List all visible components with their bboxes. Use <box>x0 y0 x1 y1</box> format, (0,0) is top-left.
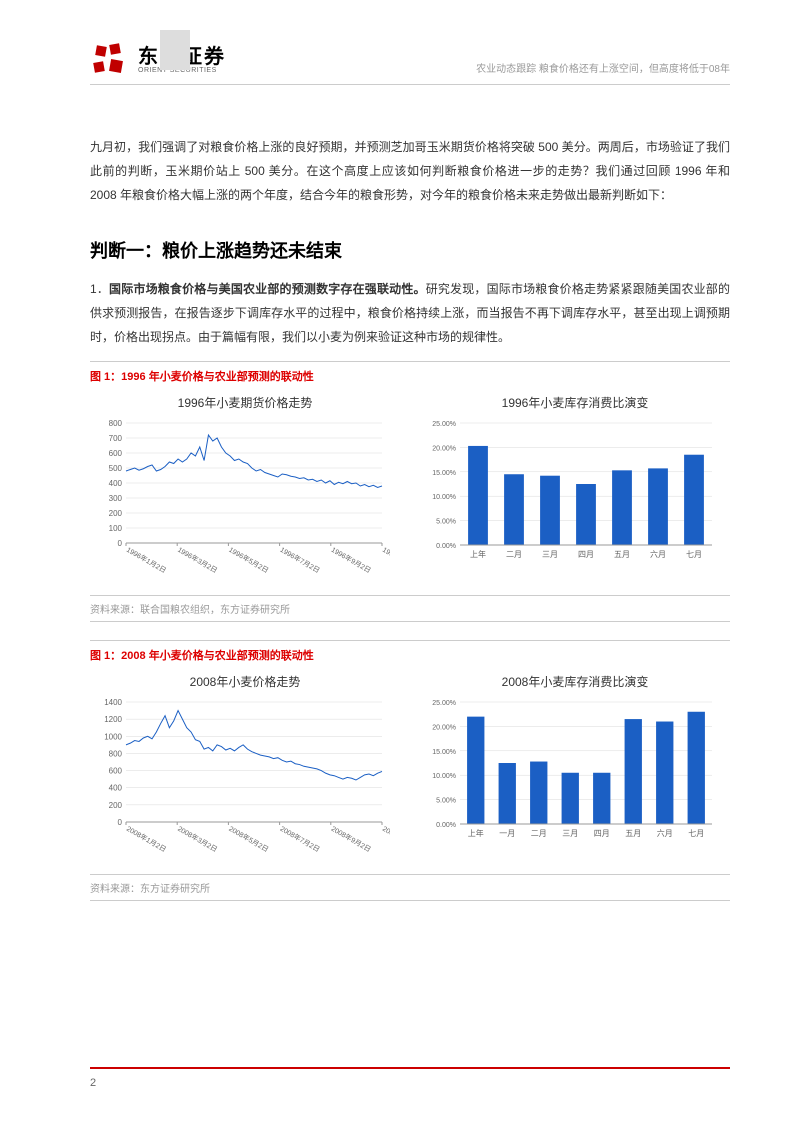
svg-text:300: 300 <box>109 494 123 503</box>
svg-text:25.00%: 25.00% <box>432 700 456 707</box>
svg-text:2008年5月2日: 2008年5月2日 <box>227 824 270 854</box>
svg-text:六月: 六月 <box>650 549 666 559</box>
decorative-strip <box>160 30 190 70</box>
svg-text:三月: 三月 <box>562 829 578 838</box>
point-bold: 国际市场粮食价格与美国农业部的预测数字存在强联动性。 <box>109 282 426 296</box>
page-number: 2 <box>90 1077 96 1089</box>
svg-text:5.00%: 5.00% <box>436 519 456 526</box>
figure-1: 图 1：1996 年小麦价格与农业部预测的联动性 1996年小麦期货价格走势 0… <box>90 361 730 587</box>
svg-text:10.00%: 10.00% <box>432 773 456 780</box>
svg-text:0.00%: 0.00% <box>436 822 456 829</box>
svg-text:25.00%: 25.00% <box>432 421 456 428</box>
logo-block: 东方证券 ORIENT SECURITIES <box>90 40 226 80</box>
svg-text:15.00%: 15.00% <box>432 749 456 756</box>
fig1-bar-title: 1996年小麦库存消费比演变 <box>420 394 730 411</box>
svg-text:200: 200 <box>109 509 123 518</box>
figure-1-title: 图 1：1996 年小麦价格与农业部预测的联动性 <box>90 361 730 384</box>
point-num: 1． <box>90 282 109 296</box>
svg-text:2008年1月2日: 2008年1月2日 <box>125 824 168 854</box>
svg-text:2008年7月2日: 2008年7月2日 <box>279 824 322 854</box>
svg-text:500: 500 <box>109 464 123 473</box>
svg-text:0.00%: 0.00% <box>436 543 456 550</box>
svg-text:200: 200 <box>109 801 123 810</box>
svg-text:700: 700 <box>109 434 123 443</box>
svg-text:1996年9月2日: 1996年9月2日 <box>330 545 373 575</box>
svg-text:1996年11月2日: 1996年11月2日 <box>381 545 390 577</box>
svg-text:0: 0 <box>118 818 123 827</box>
fig1-source: 资料来源：联合国粮农组织，东方证券研究所 <box>90 595 730 622</box>
fig1-line-chart: 0 100 200 300 400 500 600 700 800 1996年1月2日 1996年3… <box>90 417 390 587</box>
svg-text:1996年5月2日: 1996年5月2日 <box>227 545 270 575</box>
svg-text:10.00%: 10.00% <box>432 494 456 501</box>
svg-text:六月: 六月 <box>657 828 673 838</box>
point-1: 1．国际市场粮食价格与美国农业部的预测数字存在强联动性。研究发现，国际市场粮食价… <box>90 277 730 349</box>
svg-text:上年: 上年 <box>470 549 486 559</box>
figure-2: 图 1：2008 年小麦价格与农业部预测的联动性 2008年小麦价格走势 020… <box>90 640 730 866</box>
fig2-bar-chart: 0.00% 5.00% 10.00% 15.00% 20.00% 25.00% 上年 一月 二月… <box>420 696 720 846</box>
svg-text:15.00%: 15.00% <box>432 470 456 477</box>
svg-text:400: 400 <box>109 784 123 793</box>
svg-text:四月: 四月 <box>578 550 594 559</box>
svg-text:0: 0 <box>118 539 123 548</box>
svg-text:五月: 五月 <box>625 829 641 838</box>
logo-icon <box>90 40 130 80</box>
svg-text:上年: 上年 <box>468 828 484 838</box>
svg-text:600: 600 <box>109 449 123 458</box>
svg-text:1400: 1400 <box>104 698 122 707</box>
svg-text:2008年3月2日: 2008年3月2日 <box>176 824 219 854</box>
svg-text:三月: 三月 <box>542 550 558 559</box>
fig2-line-title: 2008年小麦价格走势 <box>90 673 400 690</box>
svg-text:400: 400 <box>109 479 123 488</box>
page-footer: 2 <box>90 1067 730 1091</box>
section-title: 判断一：粮价上涨趋势还未结束 <box>90 237 730 263</box>
svg-text:2008年9月2日: 2008年9月2日 <box>330 824 373 854</box>
svg-text:1996年1月2日: 1996年1月2日 <box>125 545 168 575</box>
fig2-source: 资料来源：东方证券研究所 <box>90 874 730 901</box>
fig2-line-chart: 0 200 400 600 800 1000 1200 1400 2008年1月2日 2008年3… <box>90 696 390 866</box>
svg-text:20.00%: 20.00% <box>432 445 456 452</box>
svg-text:七月: 七月 <box>688 829 704 838</box>
svg-text:四月: 四月 <box>594 829 610 838</box>
intro-paragraph: 九月初，我们强调了对粮食价格上涨的良好预期，并预测芝加哥玉米期货价格将突破 50… <box>90 135 730 207</box>
svg-text:20.00%: 20.00% <box>432 724 456 731</box>
svg-text:七月: 七月 <box>686 550 702 559</box>
svg-text:5.00%: 5.00% <box>436 798 456 805</box>
fig2-bar-title: 2008年小麦库存消费比演变 <box>420 673 730 690</box>
svg-text:二月: 二月 <box>531 829 547 838</box>
svg-text:1996年7月2日: 1996年7月2日 <box>279 545 322 575</box>
page: 东方证券 ORIENT SECURITIES 农业动态跟踪 粮食价格还有上涨空间… <box>0 0 800 959</box>
svg-text:二月: 二月 <box>506 550 522 559</box>
svg-text:1200: 1200 <box>104 715 122 724</box>
svg-text:800: 800 <box>109 749 123 758</box>
fig1-bar-chart: 0.00% 5.00% 10.00% 15.00% 20.00% 25.00% 上年 二月 三月… <box>420 417 720 567</box>
fig1-line-title: 1996年小麦期货价格走势 <box>90 394 400 411</box>
svg-text:2008年11月2日: 2008年11月2日 <box>381 824 390 856</box>
figure-2-title: 图 1：2008 年小麦价格与农业部预测的联动性 <box>90 640 730 663</box>
header-subtitle: 农业动态跟踪 粮食价格还有上涨空间，但高度将低于08年 <box>476 60 730 75</box>
svg-text:800: 800 <box>109 419 123 428</box>
svg-text:1996年3月2日: 1996年3月2日 <box>176 545 219 575</box>
svg-text:1000: 1000 <box>104 732 122 741</box>
svg-text:100: 100 <box>109 524 123 533</box>
svg-text:一月: 一月 <box>499 829 515 838</box>
svg-text:600: 600 <box>109 767 123 776</box>
svg-text:五月: 五月 <box>614 550 630 559</box>
